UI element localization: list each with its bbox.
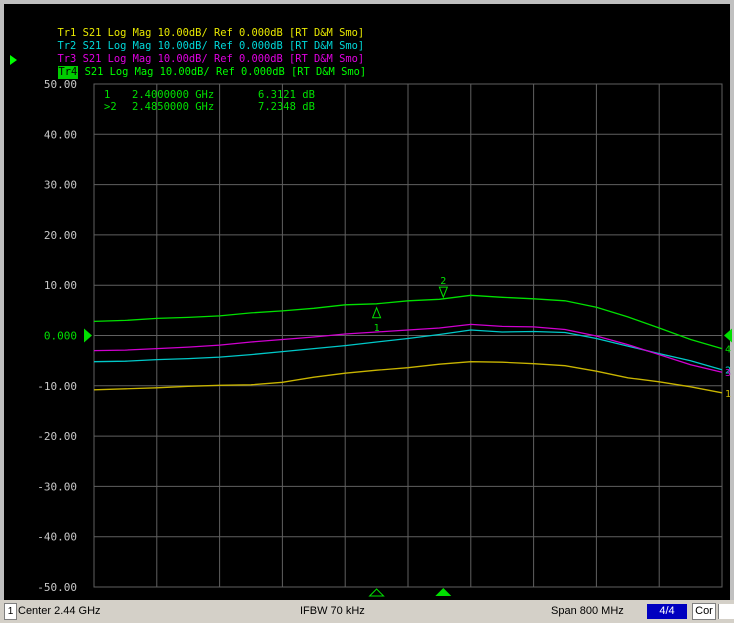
y-tick-label: -40.00: [37, 531, 77, 544]
trace-tag-tr1: Tr1: [57, 27, 77, 39]
series-line-tr1[interactable]: [93, 361, 723, 394]
series-end-label-tr1: 1: [725, 389, 731, 400]
series-line-tr4[interactable]: [93, 294, 723, 350]
series-line-tr3[interactable]: [93, 323, 723, 373]
chart-area[interactable]: 50.00 40.00 30.00 20.00 10.00 0.000 -10.00 -20.…: [0, 0, 734, 600]
marker-readout-frequency: 2.4850000 GHz: [132, 101, 214, 113]
y-tick-label: -30.00: [37, 480, 77, 493]
trace-tag-tr2: Tr2: [57, 40, 77, 52]
marker-readout-value: 7.2348 dB: [258, 101, 315, 113]
y-tick-label: 50.00: [44, 78, 77, 91]
if-bandwidth[interactable]: IFBW 70 kHz: [300, 605, 365, 617]
marker-1-stimulus-icon[interactable]: [368, 588, 385, 597]
y-tick-label: -50.00: [37, 581, 77, 594]
y-tick-label: 30.00: [44, 179, 77, 192]
trace-line-tr2[interactable]: Tr2 S21 Log Mag 10.00dB/ Ref 0.000dB [RT…: [20, 27, 365, 52]
y-tick-label: 10.00: [44, 279, 77, 292]
marker-readout-frequency: 2.4000000 GHz: [132, 89, 214, 101]
series-end-label-tr2: 2: [725, 366, 731, 377]
correction-badge[interactable]: Cor: [692, 603, 716, 620]
reference-level-right-arrow-icon: [724, 328, 732, 343]
marker-2-triangle-icon[interactable]: [438, 286, 449, 299]
marker-readout-value: 6.3121 dB: [258, 89, 315, 101]
y-tick-label: 20.00: [44, 229, 77, 242]
marker-2-label: 2: [440, 276, 446, 287]
trace-tag-tr3: Tr3: [57, 53, 77, 65]
marker-readout-label: >2: [104, 101, 117, 113]
trace-count-badge[interactable]: 4/4: [647, 604, 687, 619]
trace-settings-tr3: S21 Log Mag 10.00dB/ Ref 0.000dB [RT D&M…: [76, 53, 365, 65]
channel-indicator[interactable]: 1: [4, 603, 17, 620]
series-line-tr2[interactable]: [93, 329, 723, 371]
trace-tag-tr4-active: Tr4: [57, 66, 79, 79]
series-end-label-tr4: 4: [725, 345, 731, 356]
y-tick-label: -20.00: [37, 430, 77, 443]
trace-line-tr4[interactable]: Tr4 S21 Log Mag 10.00dB/ Ref 0.000dB [RT…: [20, 53, 366, 79]
trace-line-tr1[interactable]: Tr1 S21 Log Mag 10.00dB/ Ref 0.000dB [RT…: [20, 14, 365, 39]
marker-1-label: 1: [374, 323, 380, 334]
window-frame-right: [730, 0, 734, 600]
center-frequency[interactable]: Center 2.44 GHz: [18, 605, 101, 617]
active-trace-pointer-icon: [10, 55, 17, 65]
marker-1-triangle-icon[interactable]: [371, 306, 382, 319]
status-bar-end: [718, 604, 734, 619]
window-frame-top: [0, 0, 734, 4]
status-bar: 1 Center 2.44 GHz IFBW 70 kHz Span 800 M…: [0, 600, 734, 623]
marker-readout-label: 1: [104, 89, 110, 101]
trace-settings-tr2: S21 Log Mag 10.00dB/ Ref 0.000dB [RT D&M…: [76, 40, 365, 52]
trace-settings-tr4: S21 Log Mag 10.00dB/ Ref 0.000dB [RT D&M…: [78, 66, 367, 78]
window-frame-left: [0, 0, 4, 600]
y-tick-label: -10.00: [37, 380, 77, 393]
y-tick-label: 0.000: [44, 330, 77, 343]
series-end-label-tr3: 3: [725, 368, 731, 379]
marker-2-stimulus-icon[interactable]: [435, 588, 452, 596]
span-frequency[interactable]: Span 800 MHz: [551, 605, 624, 617]
trace-line-tr3[interactable]: Tr3 S21 Log Mag 10.00dB/ Ref 0.000dB [RT…: [20, 40, 365, 65]
reference-level-left-arrow-icon: [84, 328, 92, 343]
y-tick-label: 40.00: [44, 128, 77, 141]
trace-settings-tr1: S21 Log Mag 10.00dB/ Ref 0.000dB [RT D&M…: [76, 27, 365, 39]
